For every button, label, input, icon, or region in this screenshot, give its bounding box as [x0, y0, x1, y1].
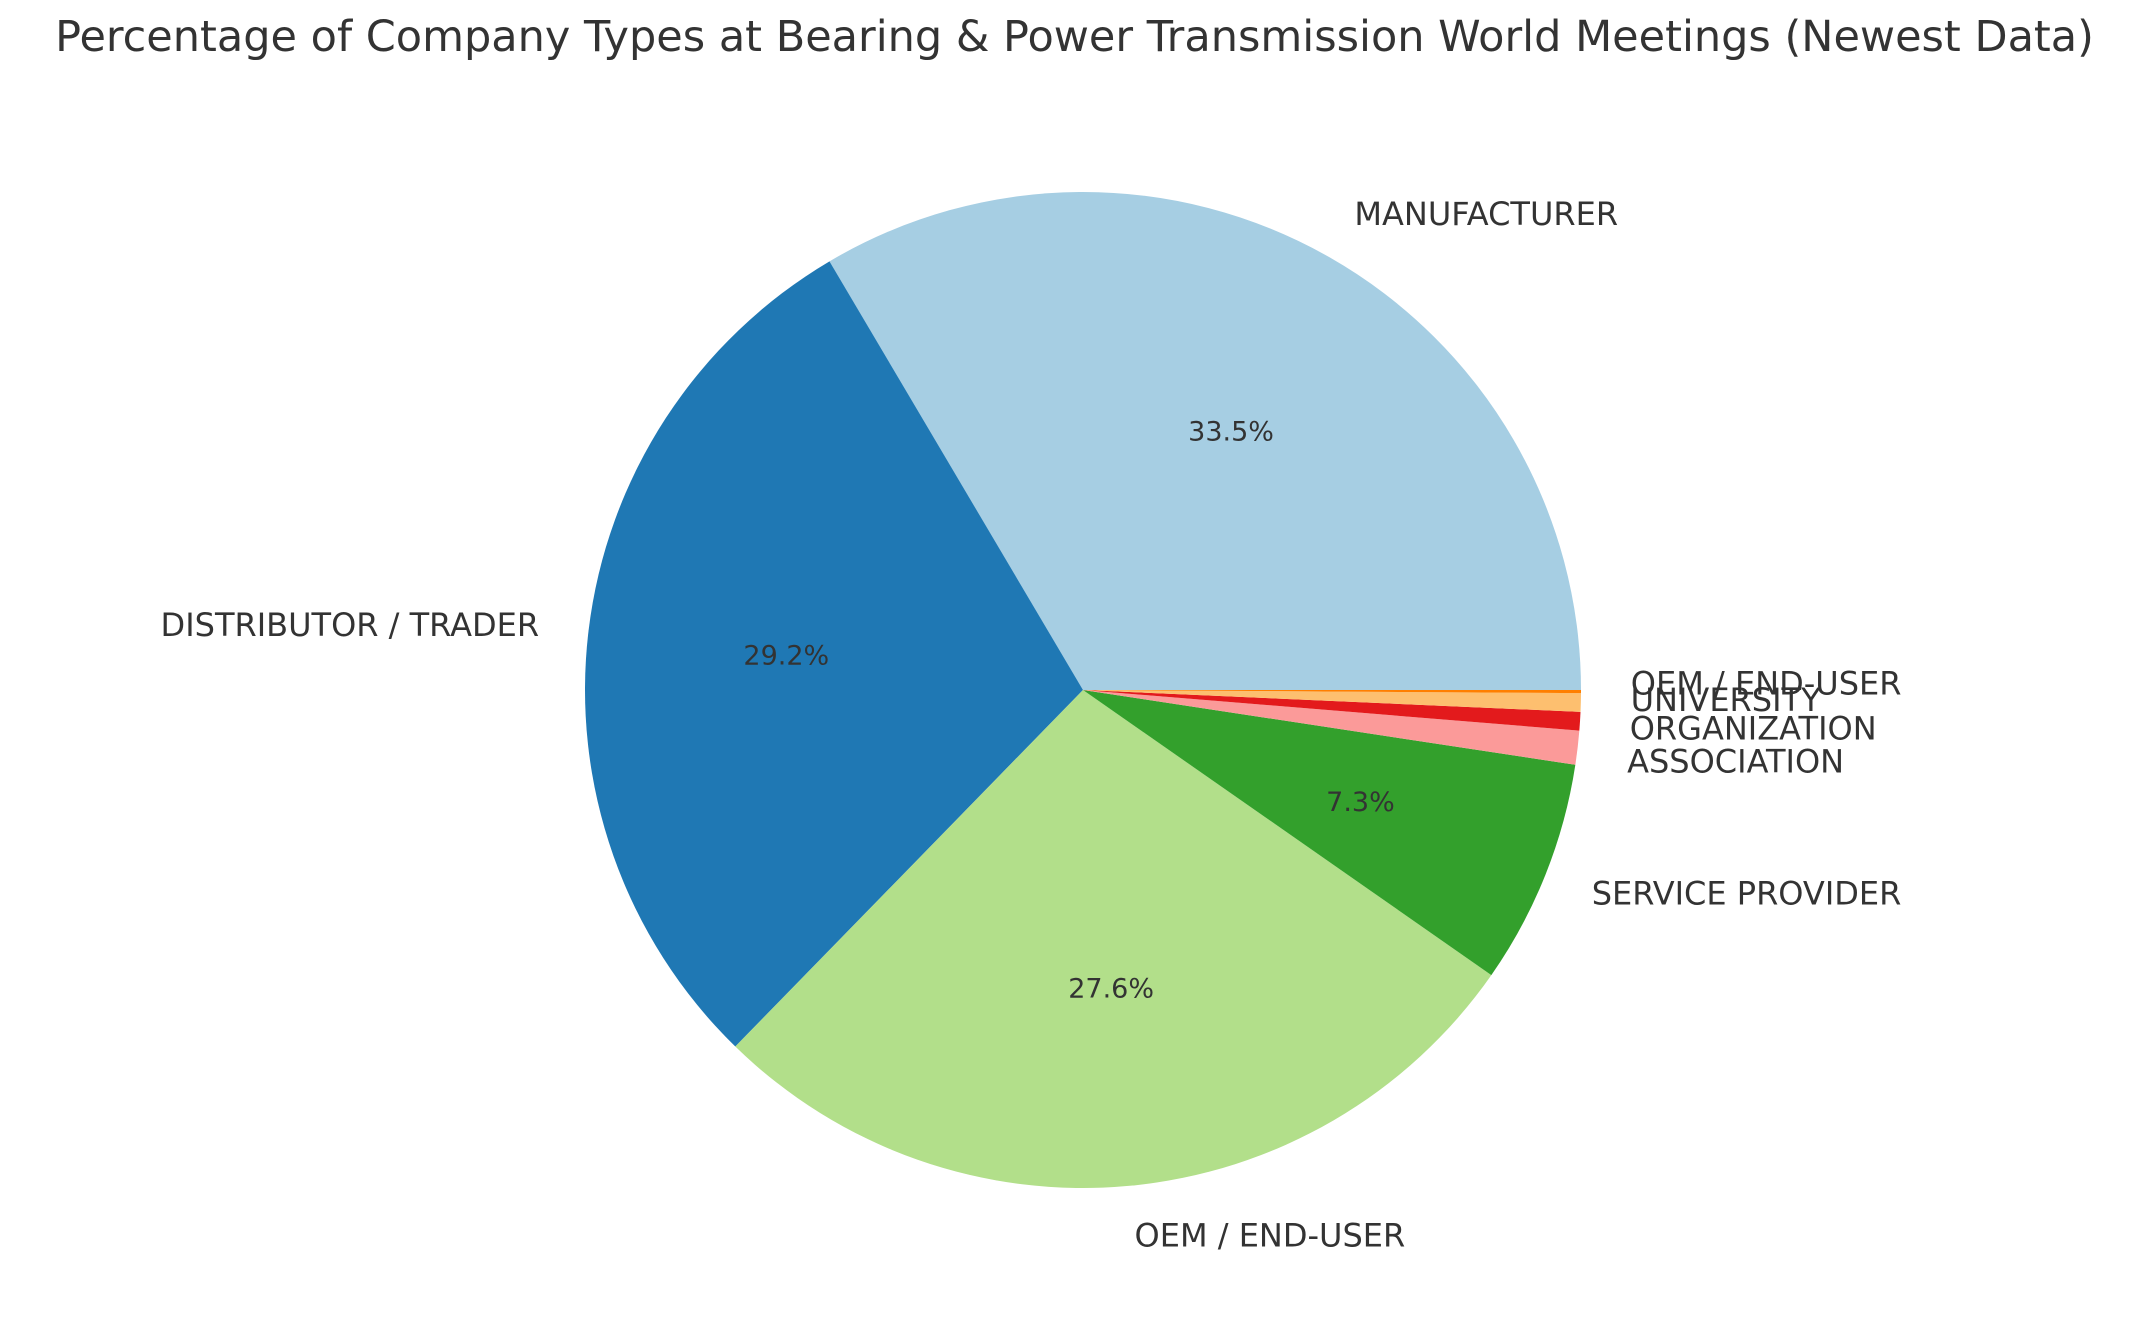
pie-slice [584, 261, 1083, 1047]
slice-category-label: OEM / END-USER [1135, 1216, 1406, 1254]
pie-slice [829, 192, 1581, 690]
slice-category-label: SERVICE PROVIDER [1592, 874, 1902, 912]
slice-category-label: ASSOCIATION [1627, 743, 1844, 781]
pie-slices [584, 192, 1581, 1189]
slice-percent-label: 29.2% [743, 640, 829, 671]
slice-percent-label: 27.6% [1068, 973, 1154, 1004]
slice-percent-label: 7.3% [1326, 787, 1395, 818]
pie-slice [1083, 690, 1581, 731]
slice-category-label: ORGANIZATION [1630, 709, 1877, 747]
slice-category-label: UNIVERSITY [1631, 681, 1821, 719]
slice-category-label: MANUFACTURER [1354, 195, 1618, 233]
slice-percent-label: 33.5% [1188, 416, 1274, 447]
pie-slice [1083, 690, 1581, 712]
pie-slice [1083, 690, 1580, 765]
pie-slice [1083, 690, 1581, 694]
slice-category-label: OEM / END-USER [1631, 665, 1902, 703]
pie-slice [1083, 690, 1576, 976]
pie-slice [735, 690, 1492, 1189]
chart-title: Percentage of Company Types at Bearing &… [55, 12, 2094, 62]
pie-labels: MANUFACTURER 33.5% DISTRIBUTOR / TRADER 29.… [161, 195, 1902, 1254]
slice-category-label: DISTRIBUTOR / TRADER [161, 606, 540, 644]
